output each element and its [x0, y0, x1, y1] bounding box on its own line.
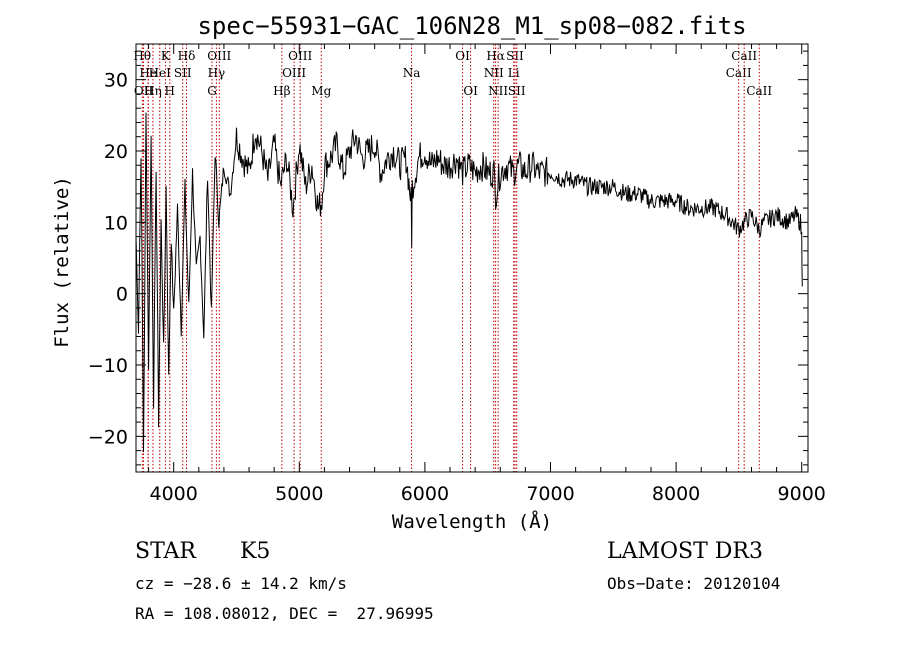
spectral-line-markers: HθOIIHeHηHeIKHSIIHδGHγOIIIHβOIIIOIIIMgNa…	[133, 44, 772, 472]
x-axis-label: Wavelength (Å)	[392, 510, 552, 533]
spectral-line-label: OI	[455, 49, 470, 63]
spectral-line-label: SII	[174, 66, 192, 80]
spectral-line-label: Hη	[144, 84, 162, 98]
x-tick-label: 8000	[652, 483, 700, 505]
spectral-line-label: HeI	[149, 66, 172, 80]
spectrum-line	[135, 112, 803, 453]
spectral-line-label: SII	[506, 49, 524, 63]
spectrum-series	[135, 112, 803, 453]
spectral-line-label: OIII	[207, 49, 231, 63]
y-tick-label: −10	[88, 355, 128, 377]
spectral-line-label: CaII	[726, 66, 752, 80]
x-tick-label: 6000	[401, 483, 449, 505]
y-tick-label: −20	[88, 426, 128, 448]
survey-name: LAMOST DR3	[607, 539, 763, 564]
spectral-line-label: Mg	[311, 84, 331, 98]
x-tick-label: 7000	[526, 483, 574, 505]
spectral-line-label: CaII	[746, 84, 772, 98]
y-axis-label: Flux (relative)	[51, 176, 73, 348]
x-tick-label: 4000	[150, 483, 198, 505]
spectral-line-label: Li	[508, 66, 520, 80]
sky-coordinates: RA = 108.08012, DEC = 27.96995	[135, 604, 434, 623]
spectral-line-label: OIII	[282, 66, 306, 80]
y-tick-label: 10	[104, 212, 128, 234]
redshift-velocity: cz = −28.6 ± 14.2 km/s	[135, 574, 347, 593]
spectral-line-label: SII	[508, 84, 526, 98]
y-axis: −20 −10 0 10 20 30	[88, 50, 808, 466]
chart-title: spec−55931−GAC_106N28_M1_sp08−082.fits	[197, 12, 746, 40]
y-tick-label: 20	[104, 141, 128, 163]
spectral-line-label: K	[161, 49, 171, 63]
object-class: STAR	[135, 539, 196, 564]
y-tick-label: 30	[104, 70, 128, 92]
spectral-line-label: Hδ	[178, 49, 196, 63]
spectral-line-label: Hγ	[208, 66, 226, 80]
spectral-line-label: NII	[484, 66, 504, 80]
spectral-line-label: H	[165, 84, 175, 98]
object-subclass: K5	[240, 539, 271, 564]
spectral-line-label: OI	[463, 84, 478, 98]
spectral-line-label: Hθ	[133, 49, 151, 63]
spectral-line-label: CaII	[731, 49, 757, 63]
y-tick-label: 0	[116, 284, 128, 306]
x-axis: 4000 5000 6000 7000 8000 9000	[148, 44, 826, 505]
spectral-line-label: NII	[488, 84, 508, 98]
spectral-line-label: OIII	[288, 49, 312, 63]
x-tick-label: 9000	[778, 483, 826, 505]
spectral-line-label: G	[207, 84, 217, 98]
spectral-line-label: Na	[403, 66, 421, 80]
plot-frame	[135, 43, 809, 473]
x-tick-label: 5000	[275, 483, 323, 505]
spectral-line-label: Hα	[486, 49, 505, 63]
spectral-line-label: Hβ	[273, 84, 290, 98]
observation-date: Obs−Date: 20120104	[607, 574, 781, 593]
